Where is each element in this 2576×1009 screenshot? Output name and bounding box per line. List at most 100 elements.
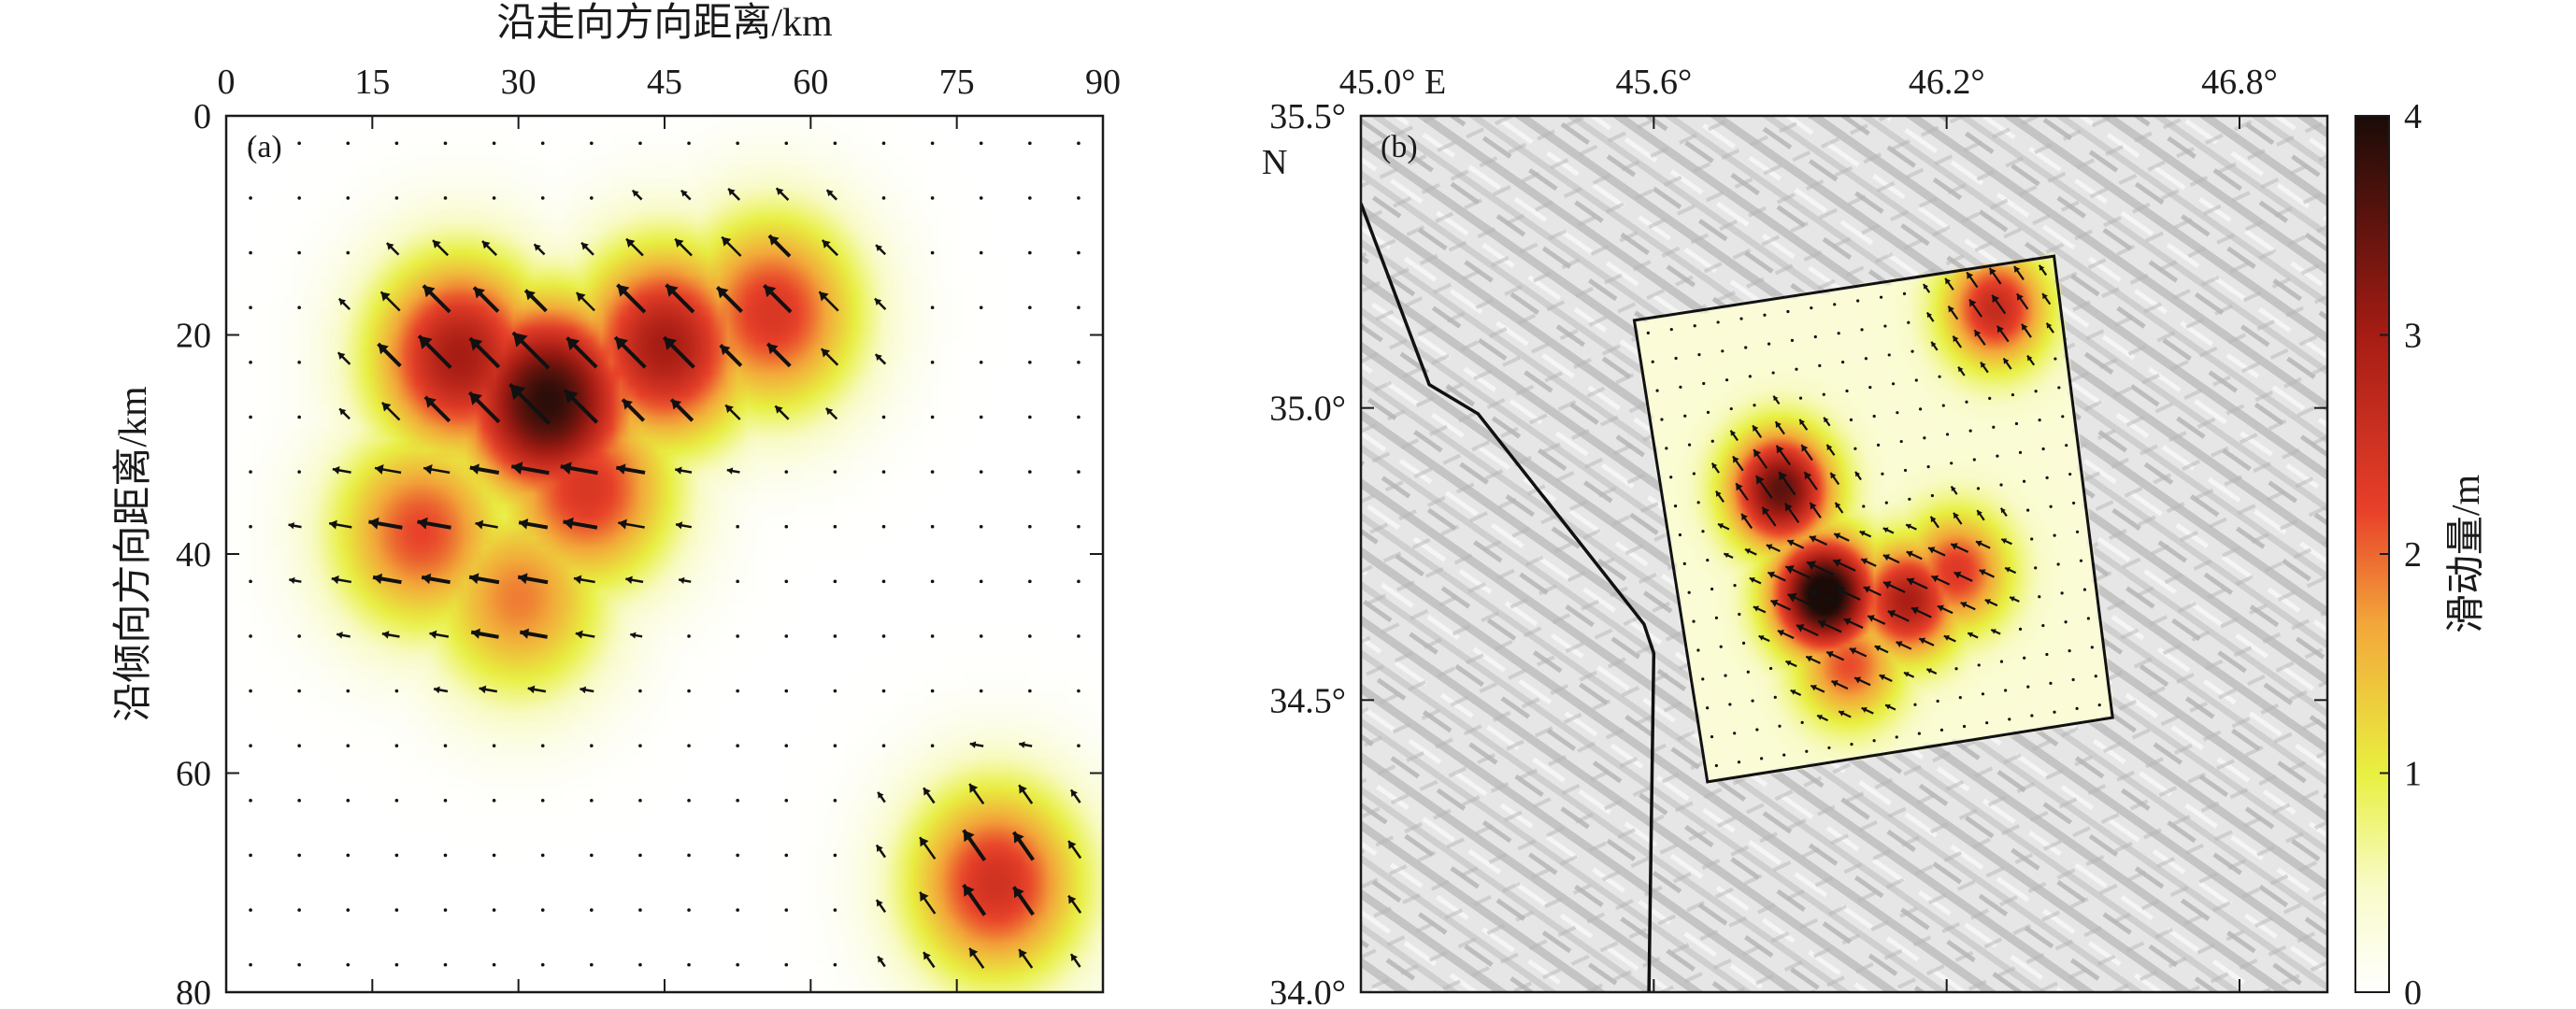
slip-arrow-dot	[1719, 645, 1723, 648]
slip-arrow-dot	[1954, 667, 1958, 671]
slip-arrow-dot	[1710, 735, 1714, 739]
slip-arrow-dot	[881, 415, 886, 419]
slip-arrow-dot	[1950, 462, 1953, 465]
slip-arrow-head	[566, 337, 580, 351]
slip-arrow-dot	[540, 744, 545, 747]
slip-arrow-head	[1926, 312, 1933, 319]
slip-arrow-dot	[833, 962, 837, 967]
slip-arrow-dot	[1778, 724, 1782, 728]
slip-arrow-head	[1991, 629, 1996, 634]
slip-arrow-head	[767, 343, 779, 355]
x-tick-label-a: 45	[647, 63, 682, 102]
slip-arrow-dot	[2086, 617, 2090, 620]
slip-arrow-dot	[2004, 689, 2008, 692]
slip-arrow-dot	[2034, 390, 2038, 393]
slip-arrow-head	[1068, 895, 1077, 904]
slip-arrow-dot	[638, 799, 642, 803]
slip-arrow-head	[386, 243, 394, 250]
slip-arrow-head	[288, 521, 295, 530]
slip-arrow-dot	[2071, 677, 2075, 682]
colorbar-ticks: 0 1 2 3 4	[2380, 97, 2422, 1009]
slip-arrow-head	[1749, 576, 1755, 583]
slip-arrow-head	[1732, 456, 1739, 463]
slip-arrow-dot	[1729, 406, 1733, 411]
slip-arrow-head	[378, 344, 389, 355]
y-tick-label-a: 20	[176, 317, 211, 356]
slip-arrow-dot	[2068, 472, 2072, 476]
slip-arrow-head	[1766, 544, 1773, 550]
slip-arrow-dot	[930, 744, 935, 747]
slip-arrow-dot	[638, 853, 642, 858]
slip-arrow-head	[433, 240, 441, 249]
slip-arrow-dot	[736, 799, 739, 803]
slip-arrow-head	[519, 519, 529, 530]
slip-arrow-dot	[1917, 732, 1921, 735]
slip-arrow-dot	[1687, 443, 1692, 447]
slip-arrow-dot	[297, 361, 301, 364]
slip-arrow-dot	[2034, 566, 2038, 570]
slip-arrow-dot	[590, 141, 594, 146]
slip-arrow-head	[1826, 650, 1834, 659]
slip-arrow-head	[1981, 362, 1986, 368]
slip-arrow-dot	[930, 196, 935, 200]
slip-arrow-head	[1753, 605, 1760, 612]
slip-arrow-head	[1835, 502, 1841, 508]
slip-arrow-dot	[736, 579, 739, 584]
slip-arrow-head	[1767, 571, 1776, 579]
slip-arrow-dot	[249, 579, 252, 584]
slip-arrow-head	[1882, 554, 1891, 561]
slip-arrow-head	[1989, 267, 1996, 276]
slip-arrow-dot	[687, 689, 691, 693]
y-tick-label-b: 34.5°	[1269, 681, 1346, 720]
slip-arrow-head	[819, 291, 829, 302]
slip-arrow-dot	[249, 196, 252, 200]
slip-arrow-dot	[2018, 450, 2023, 454]
slip-arrow-head	[1758, 634, 1765, 641]
slip-arrow-head	[1968, 632, 1974, 638]
slip-arrow-dot	[1028, 306, 1032, 309]
slip-arrow-dot	[1881, 472, 1884, 476]
slip-arrow-dot	[1864, 357, 1868, 361]
slip-arrow-dot	[1077, 579, 1080, 584]
slip-arrow-dot	[2054, 357, 2057, 361]
slip-arrow-dot	[249, 415, 252, 419]
slip-arrow-dot	[930, 634, 935, 638]
slip-arrow-dot	[1902, 291, 1907, 295]
slip-arrow-head	[1019, 949, 1027, 959]
slip-arrow-dot	[1755, 728, 1759, 732]
slip-arrow-dot	[2014, 421, 2019, 426]
x-tick-label-a: 75	[939, 63, 975, 102]
slip-arrow-head	[675, 238, 684, 249]
slip-arrow-head	[1874, 645, 1882, 652]
slip-arrow-dot	[346, 250, 351, 255]
slip-arrow-dot	[784, 524, 789, 529]
slip-arrow-head	[1730, 430, 1737, 436]
y-tick-label-b: 35.0°	[1269, 390, 1346, 429]
slip-arrow-dot	[833, 634, 837, 638]
slip-arrow-head	[1715, 490, 1722, 497]
slip-arrow-head	[1745, 548, 1752, 554]
slip-arrow-head	[469, 392, 482, 405]
slip-arrow-dot	[249, 634, 252, 638]
slip-arrow-dot	[1883, 324, 1887, 328]
slip-arrow-head	[339, 408, 347, 416]
slip-arrow-head	[429, 630, 437, 639]
slip-arrow-dot	[1665, 447, 1668, 450]
slip-arrow-dot	[638, 962, 642, 967]
slip-arrow-head	[1882, 527, 1889, 533]
slip-arrow-dot	[930, 306, 935, 309]
slip-arrow-head	[1960, 602, 1968, 608]
slip-arrow-dot	[394, 799, 399, 803]
slip-arrow-dot	[1646, 331, 1650, 334]
slip-arrow-head	[825, 407, 834, 416]
slip-arrow-head	[1013, 831, 1024, 844]
slip-arrow-head	[1928, 547, 1936, 554]
y-tick-label-b: 35.5°	[1269, 97, 1346, 136]
slip-arrow-dot	[1077, 689, 1080, 693]
slip-arrow-dot	[249, 908, 252, 912]
slip-arrow-dot	[687, 962, 691, 967]
x-axis-title-a: 沿走向方向距离/km	[496, 1, 833, 45]
slip-arrow-dot	[540, 196, 545, 200]
slip-arrow-dot	[1767, 342, 1771, 346]
slip-arrow-dot	[1965, 400, 1968, 404]
